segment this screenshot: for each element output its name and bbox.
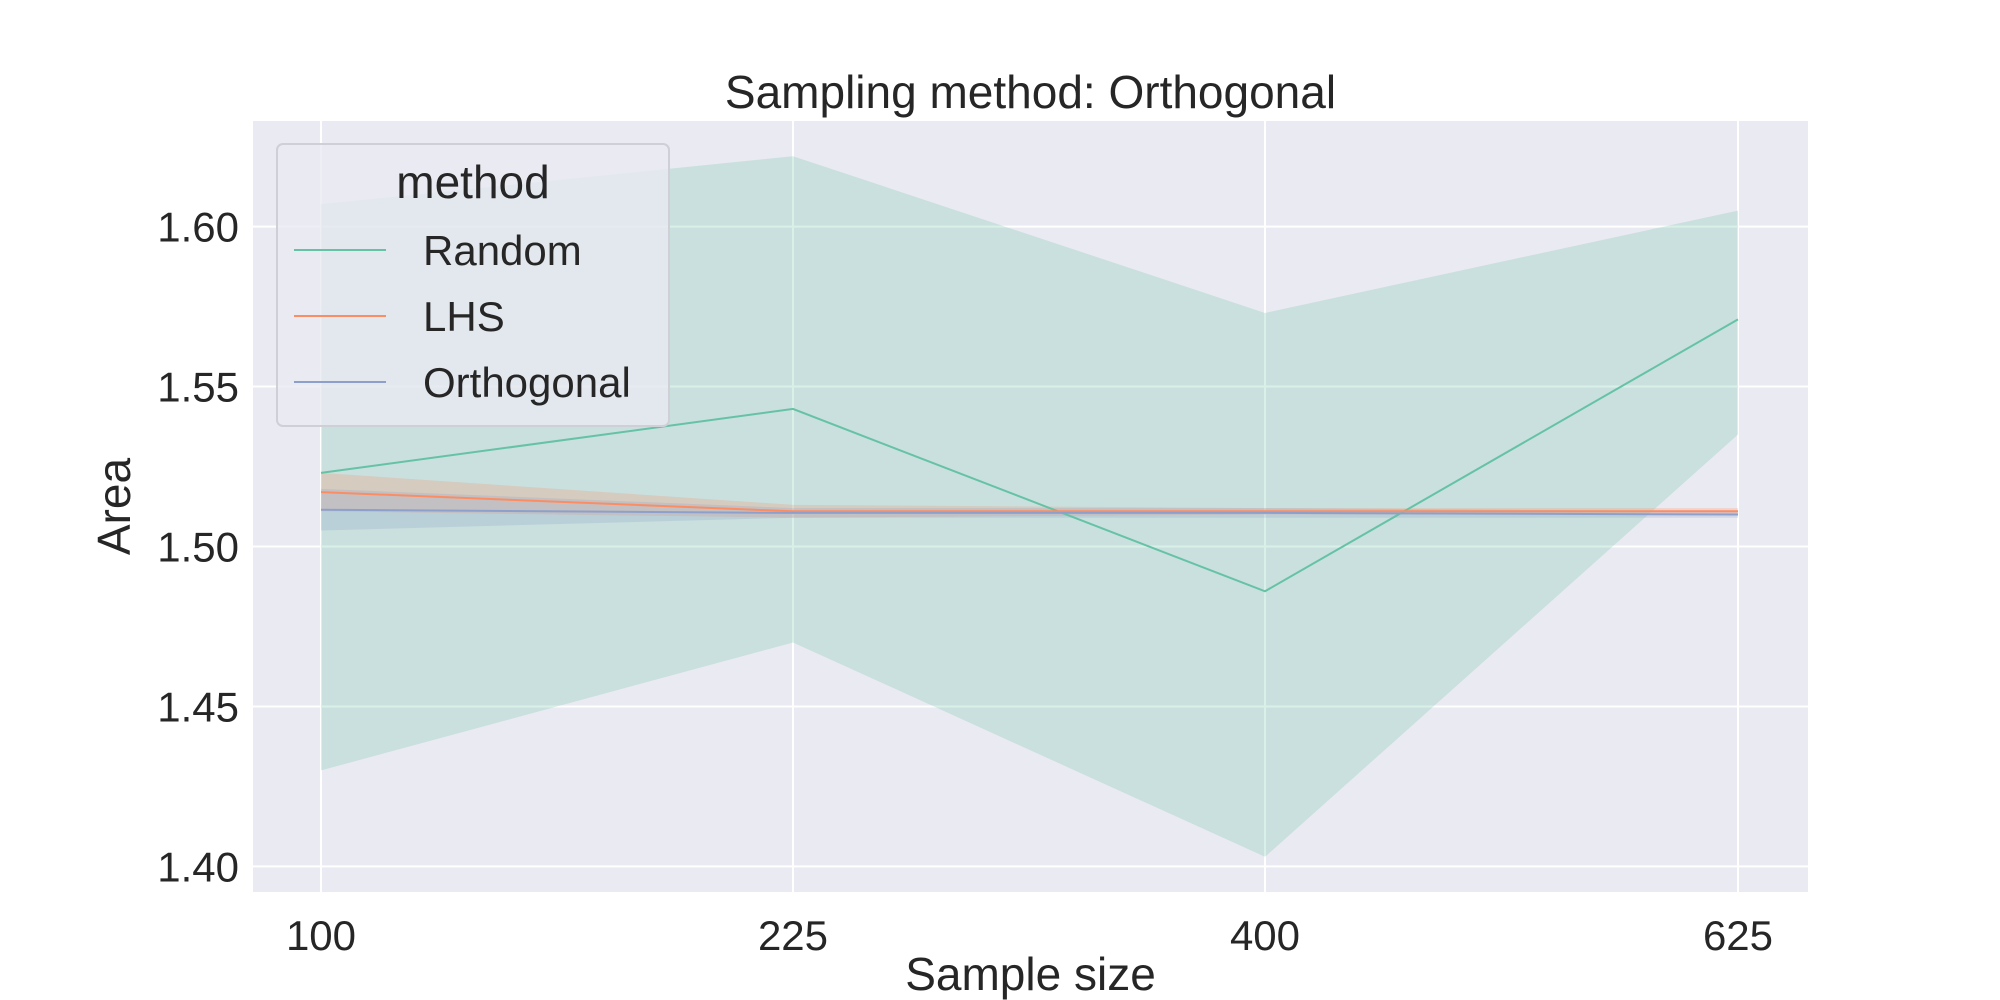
line-random bbox=[320, 318, 1739, 593]
x-axis-title: Sample size bbox=[905, 948, 1156, 1000]
y-tick-label-1-55: 1.55 bbox=[157, 364, 239, 411]
legend-item-random: Random bbox=[294, 227, 582, 274]
x-tick-label-100: 100 bbox=[286, 912, 356, 959]
y-tick-label-1-60: 1.60 bbox=[157, 204, 239, 251]
chart-title: Sampling method: Orthogonal bbox=[725, 66, 1336, 118]
legend-label-lhs: LHS bbox=[423, 293, 505, 340]
tick-labels: 1.40 1.45 1.50 1.55 1.60 100 225 400 625 bbox=[157, 204, 1773, 959]
x-tick-label-625: 625 bbox=[1703, 912, 1773, 959]
x-tick-label-225: 225 bbox=[758, 912, 828, 959]
y-tick-label-1-40: 1.40 bbox=[157, 843, 239, 890]
y-tick-label-1-45: 1.45 bbox=[157, 683, 239, 730]
line-lhs bbox=[320, 491, 1738, 513]
y-axis-title: Area bbox=[88, 458, 140, 556]
legend-title: method bbox=[396, 156, 549, 208]
line-orthogonal bbox=[320, 508, 1739, 516]
legend-item-orthogonal: Orthogonal bbox=[294, 359, 631, 406]
series-lines bbox=[320, 318, 1739, 593]
x-tick-label-400: 400 bbox=[1230, 912, 1300, 959]
legend-box bbox=[276, 143, 670, 427]
legend-label-random: Random bbox=[423, 227, 582, 274]
legend-items: Random LHS Orthogonal bbox=[294, 227, 631, 406]
band-random bbox=[321, 156, 1738, 857]
band-orthogonal bbox=[321, 488, 1738, 531]
legend-item-lhs: LHS bbox=[294, 293, 505, 340]
y-tick-label-1-50: 1.50 bbox=[157, 523, 239, 570]
legend-label-orthogonal: Orthogonal bbox=[423, 359, 631, 406]
legend: method Random LHS Orthogonal bbox=[276, 143, 670, 427]
